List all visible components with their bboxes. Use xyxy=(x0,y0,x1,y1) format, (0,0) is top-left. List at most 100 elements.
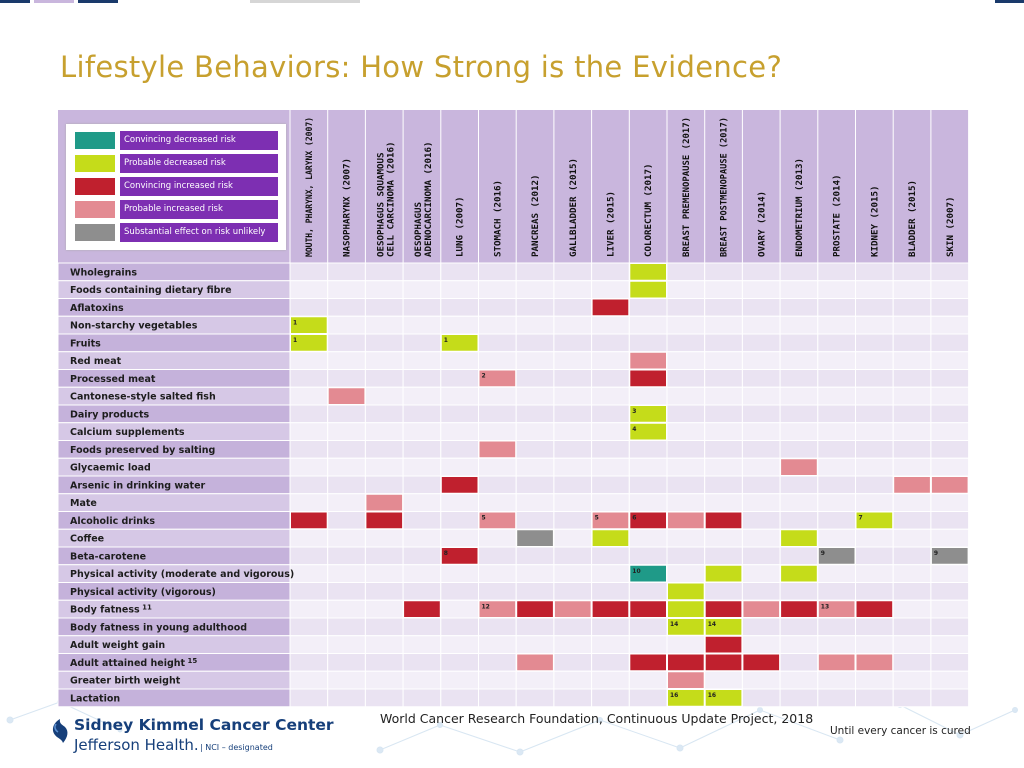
matrix-cell xyxy=(440,670,479,690)
matrix-cell xyxy=(855,369,894,388)
row-label: Lactation xyxy=(70,693,120,704)
cell-footnote: 8 xyxy=(444,550,448,557)
matrix-cell xyxy=(327,635,366,654)
matrix-cell xyxy=(628,457,668,477)
matrix-cell xyxy=(402,369,442,388)
matrix-cell xyxy=(930,457,970,477)
matrix-cell xyxy=(327,475,366,495)
matrix-cell xyxy=(553,528,593,548)
matrix-cell xyxy=(440,528,479,548)
cell-footnote: 1 xyxy=(293,319,297,326)
matrix-cell xyxy=(515,617,555,637)
matrix-cell xyxy=(591,333,630,353)
column-header: LIVER (2015) xyxy=(606,191,616,257)
matrix-cell xyxy=(704,262,743,282)
matrix-cell xyxy=(855,422,894,441)
matrix-cell xyxy=(892,280,932,299)
evidence-cell-pd xyxy=(855,511,894,530)
matrix-cell xyxy=(553,351,593,370)
matrix-cell xyxy=(779,635,819,654)
matrix-cell xyxy=(440,617,479,637)
cell-footnote: 4 xyxy=(632,426,636,433)
logo-nci: | NCI – designated xyxy=(200,743,273,752)
row-label: Mate xyxy=(70,498,97,509)
matrix-cell xyxy=(741,635,781,654)
matrix-cell xyxy=(478,351,517,370)
matrix-cell xyxy=(364,404,404,424)
matrix-cell xyxy=(402,582,442,601)
matrix-cell xyxy=(704,369,743,388)
evidence-cell-ci xyxy=(855,600,894,618)
evidence-cell-su xyxy=(930,547,969,565)
matrix-cell xyxy=(779,280,819,299)
matrix-cell xyxy=(591,315,630,335)
matrix-cell xyxy=(628,617,668,637)
matrix-cell xyxy=(553,369,593,388)
matrix-cell xyxy=(515,333,555,353)
cell-footnote: 6 xyxy=(632,515,636,522)
matrix-cell xyxy=(478,298,517,317)
matrix-cell xyxy=(892,422,932,441)
column-header: OESOPHAGUSADENOCARCINOMA (2016) xyxy=(414,142,434,258)
matrix-cell xyxy=(741,457,781,477)
evidence-cell-pd xyxy=(780,564,818,583)
matrix-cell xyxy=(930,564,970,583)
cell-footnote: 1 xyxy=(293,337,297,344)
legend-swatch xyxy=(74,154,116,173)
matrix-cell xyxy=(741,315,781,335)
matrix-cell xyxy=(817,493,856,512)
matrix-cell xyxy=(817,617,856,637)
matrix-cell xyxy=(779,315,819,335)
matrix-cell xyxy=(779,582,819,601)
matrix-cell xyxy=(704,528,743,548)
matrix-cell xyxy=(779,351,819,370)
legend-item-probable-increased: Probable increased risk xyxy=(72,200,280,219)
matrix-cell xyxy=(741,617,781,637)
matrix-cell xyxy=(930,582,970,601)
evidence-cell-ci xyxy=(704,635,743,654)
matrix-cell xyxy=(327,653,366,672)
matrix-cell xyxy=(478,333,517,353)
legend-item-effect-unlikely: Substantial effect on risk unlikely xyxy=(72,223,280,242)
evidence-cell-pi xyxy=(478,369,517,388)
matrix-cell xyxy=(817,564,856,583)
matrix-cell xyxy=(402,457,442,477)
evidence-cell-ci xyxy=(704,511,743,530)
matrix-cell xyxy=(327,457,366,477)
matrix-cell xyxy=(440,511,479,530)
evidence-cell-cd xyxy=(629,564,667,583)
evidence-cell-ci xyxy=(780,600,818,618)
evidence-cell-pd xyxy=(667,689,705,707)
matrix-cell xyxy=(704,670,743,690)
matrix-cell xyxy=(741,351,781,370)
matrix-cell xyxy=(628,386,668,406)
matrix-cell xyxy=(364,582,404,601)
matrix-cell xyxy=(364,315,404,335)
cell-footnote: 16 xyxy=(670,692,678,699)
cell-footnote: 9 xyxy=(934,550,938,557)
matrix-cell xyxy=(364,422,404,441)
matrix-cell xyxy=(892,599,932,619)
cell-footnote: 16 xyxy=(708,692,716,699)
evidence-cell-pd xyxy=(629,422,667,441)
matrix-cell xyxy=(591,546,630,566)
matrix-cell xyxy=(478,386,517,406)
logo-line1: Sidney Kimmel Cancer Center xyxy=(74,716,334,734)
matrix-cell xyxy=(628,315,668,335)
matrix-cell xyxy=(817,315,856,335)
evidence-cell-ci xyxy=(704,600,743,618)
evidence-cell-pi xyxy=(553,600,592,618)
matrix-cell xyxy=(741,688,781,708)
matrix-cell xyxy=(515,670,555,690)
matrix-cell xyxy=(930,653,970,672)
matrix-cell xyxy=(704,333,743,353)
matrix-cell xyxy=(591,422,630,441)
matrix-cell xyxy=(289,457,329,477)
matrix-cell xyxy=(666,422,706,441)
evidence-cell-pd xyxy=(591,529,630,547)
matrix-cell xyxy=(553,386,593,406)
matrix-cell xyxy=(779,422,819,441)
matrix-cell xyxy=(364,475,404,495)
legend-label: Probable decreased risk xyxy=(120,154,278,173)
matrix-cell xyxy=(892,298,932,317)
